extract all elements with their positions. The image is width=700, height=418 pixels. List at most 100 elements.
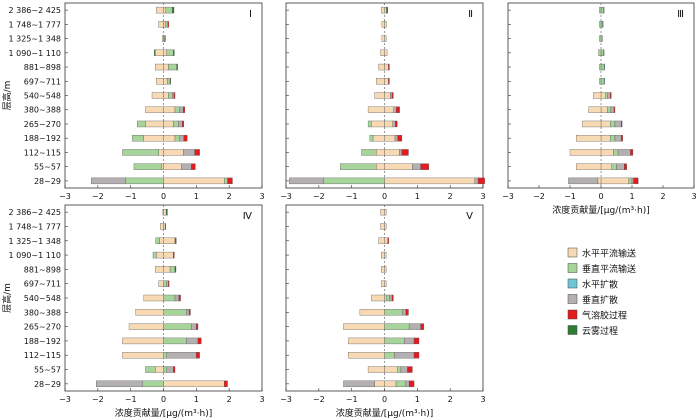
bar-segment-hadv (160, 223, 164, 230)
bar-segment-vadv (163, 366, 167, 373)
bar-segment-hadv (163, 380, 225, 388)
bar-segment-aero (173, 92, 176, 99)
bar-segment-cloud (169, 78, 171, 85)
x-axis-title: 浓度贡献量/[μg/(m³·h)] (336, 407, 434, 418)
bar-segment-aero (174, 266, 177, 273)
bar-segment-hadv (597, 177, 602, 185)
bar-segment-hadv (155, 49, 164, 56)
x-tick-label: 3 (691, 192, 696, 201)
x-tick-label: 1 (629, 192, 634, 201)
bar-segment-vadv (163, 35, 165, 42)
bar-segment-aero (224, 380, 228, 388)
bar-segment-aero (183, 106, 186, 113)
bar-segment-vadv (599, 21, 602, 28)
bar-segment-vdif (174, 294, 180, 302)
bar-segment-vdif (616, 163, 625, 170)
y-tick-label: 1 090~1 110 (8, 251, 61, 260)
bar-segment-hadv (163, 78, 168, 85)
x-tick-label: −1 (346, 192, 358, 201)
bar-segment-hdif (603, 78, 605, 85)
y-axis-title: 层高/m (1, 81, 13, 111)
bar-segment-hadv (600, 163, 613, 170)
bar-segment-vadv (610, 135, 616, 142)
bar-segment-vadv (163, 352, 167, 359)
bar-segment-vdif (186, 309, 190, 316)
bar-segment-hadv (372, 135, 385, 142)
bar-segment-vadv (600, 78, 605, 85)
bar-segment-vadv (384, 352, 395, 359)
legend-label-hadv: 水平平流输送 (582, 248, 636, 260)
bar-segment-vdif (389, 294, 393, 302)
legend-label-hdif: 水平扩散 (582, 279, 618, 291)
y-tick-label: 112~115 (24, 148, 61, 157)
bar-segment-vadv (598, 49, 602, 56)
x-tick-label: −1 (125, 395, 137, 404)
bar-segment-aero (227, 177, 233, 185)
bar-segment-vdif (408, 323, 421, 330)
x-tick-label: 0 (382, 192, 387, 201)
bar-segment-hadv (380, 223, 385, 230)
bar-segment-aero (387, 237, 389, 244)
bar-segment-vdif (392, 120, 396, 128)
y-tick-label: 28~29 (34, 380, 61, 389)
bar-segment-aero (197, 337, 202, 345)
x-tick-label: 0 (598, 192, 603, 201)
bar-segment-aero (194, 149, 200, 156)
bar-segment-vadv (165, 6, 173, 14)
bar-segment-hadv (159, 237, 164, 244)
x-tick-label: 1 (194, 192, 199, 201)
bar-segment-vdif (166, 280, 169, 287)
bar-segment-hadv (384, 223, 387, 230)
bar-segment-cloud (172, 6, 175, 14)
bar-segment-vdif (400, 366, 408, 373)
bar-segment-hadv (163, 223, 166, 230)
bar-segment-aero (405, 309, 409, 316)
bar-segment-aero (191, 163, 196, 170)
y-tick-label: 697~711 (24, 77, 61, 86)
legend-label-vadv: 垂直平流输送 (582, 263, 636, 275)
bar-segment-aero (397, 135, 403, 142)
bar-segment-aero (630, 149, 634, 156)
bar-segment-hadv (384, 35, 387, 42)
bar-segment-aero (391, 92, 394, 99)
bar-segment-vadv (384, 323, 410, 330)
legend-swatch-vdif (567, 294, 578, 304)
bar-segment-aero (168, 280, 170, 287)
bar-segment-cloud (173, 49, 175, 56)
x-tick-label: −1 (564, 192, 576, 201)
bar-segment-hadv (378, 63, 385, 71)
bar-segment-hadv (163, 237, 176, 244)
bar-segment-vadv (397, 366, 402, 373)
bar-segment-hadv (381, 21, 385, 28)
bar-segment-vadv (167, 78, 171, 85)
bar-segment-aero (407, 366, 413, 373)
bar-segment-aero (167, 21, 169, 28)
y-tick-label: 55~57 (34, 163, 61, 172)
x-tick-label: 3 (259, 395, 264, 404)
bar-segment-hadv (162, 208, 164, 216)
x-tick-label: −3 (59, 395, 71, 404)
bar-segment-vadv (137, 120, 146, 128)
bar-segment-hadv (371, 294, 385, 302)
bar-segment-aero (164, 223, 166, 230)
bar-segment-hadv (381, 6, 385, 14)
bar-segment-hadv (163, 135, 176, 142)
bar-segment-hadv (359, 309, 385, 316)
bar-segment-vdif (610, 106, 615, 113)
bar-segment-hadv (380, 208, 385, 216)
y-tick-label: 265~270 (24, 120, 61, 129)
legend-label-aero: 气溶胶过程 (582, 310, 627, 322)
x-axis-title: 浓度贡献量/[μg/(m³·h)] (115, 407, 213, 418)
y-tick-label: 1 325~1 348 (8, 237, 61, 246)
x-tick-label: −2 (92, 192, 104, 201)
bar-segment-hadv (367, 106, 385, 113)
bar-segment-hadv (600, 177, 630, 185)
y-tick-label: 1 325~1 348 (8, 35, 61, 44)
bar-segment-vadv (163, 280, 167, 287)
bar-segment-hadv (156, 6, 164, 14)
bar-segment-hadv (374, 92, 385, 99)
bar-segment-vdif (394, 352, 415, 359)
bar-segment-hadv (384, 49, 388, 56)
bar-segment-vadv (169, 266, 176, 273)
bar-segment-hadv (156, 251, 164, 259)
